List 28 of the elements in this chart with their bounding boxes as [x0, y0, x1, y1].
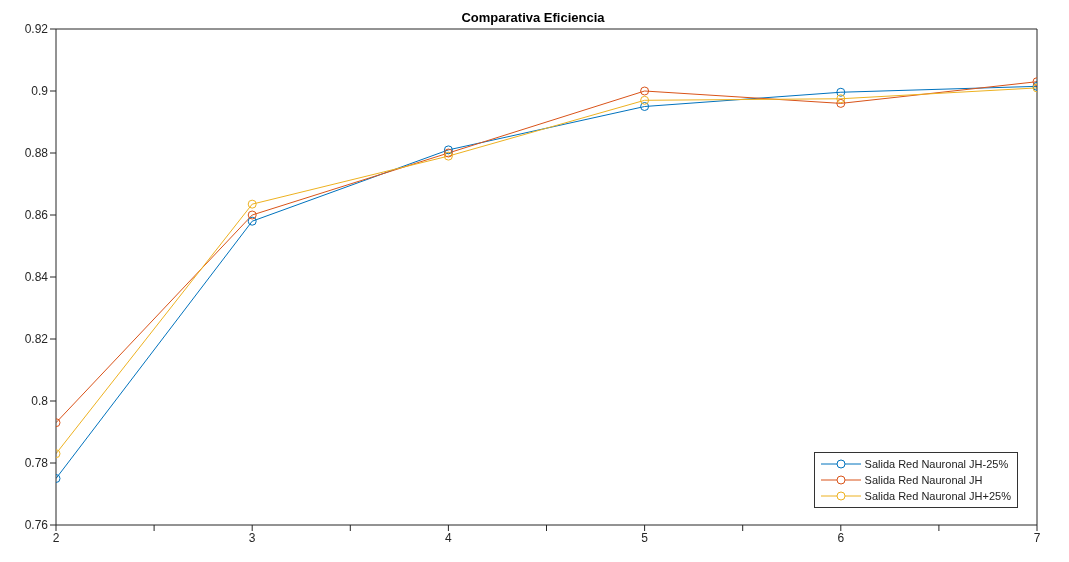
point: [836, 87, 846, 97]
legend-label: Salida Red Nauronal JH+25%: [864, 489, 1011, 504]
x-tick-label: 5: [641, 530, 649, 545]
y-tick-label: 0.86: [24, 208, 49, 223]
legend-label: Salida Red Nauronal JH-25%: [864, 457, 1009, 472]
point: [247, 210, 257, 220]
y-tick-label: 0.8: [31, 394, 49, 409]
x-tick-label: 4: [445, 530, 453, 545]
point: [247, 199, 257, 209]
point: [836, 94, 846, 104]
y-tick-label: 0.82: [24, 332, 49, 347]
y-tick-label: 0.78: [24, 456, 49, 471]
x-tick-label: 2: [52, 530, 60, 545]
point: [640, 102, 650, 111]
y-tick-label: 0.84: [24, 270, 49, 285]
point: [640, 86, 650, 96]
point: [640, 95, 650, 105]
x-tick-label: 6: [837, 530, 845, 545]
x-tick-label: 7: [1033, 530, 1041, 545]
point: [247, 216, 257, 226]
y-tick-label: 0.92: [24, 22, 49, 37]
legend-label: Salida Red Nauronal JH: [864, 473, 983, 488]
y-tick-label: 0.76: [24, 518, 49, 533]
chart-title: Comparativa Eficiencia: [461, 10, 606, 25]
x-tick-label: 3: [248, 530, 256, 545]
y-tick-label: 0.88: [24, 146, 49, 161]
point: [836, 98, 846, 108]
y-tick-label: 0.9: [31, 84, 49, 99]
